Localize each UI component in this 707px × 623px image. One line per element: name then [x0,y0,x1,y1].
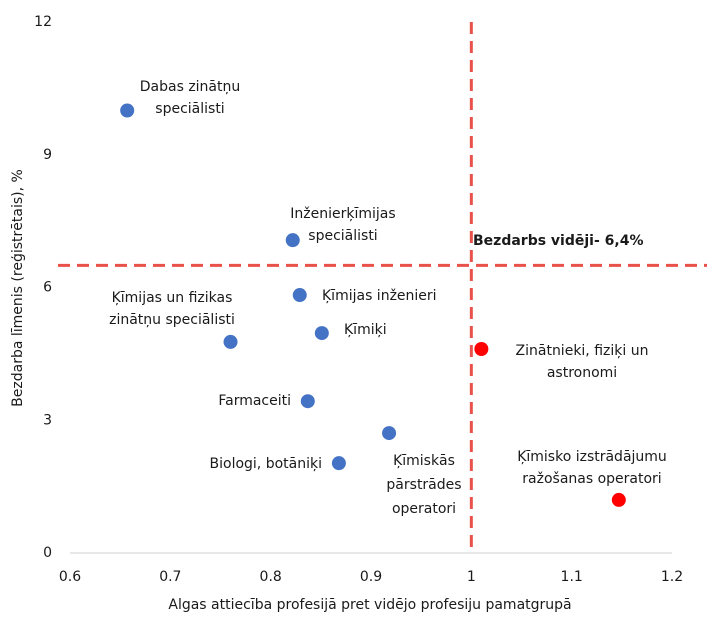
point-label: speciālisti [155,101,224,117]
point-label: Inženierķīmijas [290,206,395,222]
point-label: zinātņu speciālisti [109,312,235,328]
point [300,394,315,409]
y-tick-label: 3 [43,412,52,428]
x-tick-label: 0.7 [159,569,181,585]
x-tick-label: 0.9 [360,569,382,585]
point-label: astronomi [547,365,617,381]
point-label: operatori [392,501,456,517]
point-label: speciālisti [308,228,377,244]
point-label: Ķīmiķi [344,322,387,338]
x-tick-label: 0.6 [59,569,81,585]
x-tick-label: 1 [467,569,476,585]
point [223,334,238,349]
annotation: Bezdarbs vidēji- 6,4% [473,233,643,249]
point-label: Farmaceiti [218,393,291,409]
y-axis-label: Bezdarba līmenis (reģistrētais), % [10,169,26,407]
point [285,233,300,248]
x-tick-label: 1.1 [561,569,583,585]
point [474,342,489,357]
point-label: Ķīmiskās [393,453,455,469]
point [611,492,626,507]
point-label: Ķīmisko izstrādājumu [517,449,667,465]
point [382,426,397,441]
x-axis-label: Algas attiecība profesijā pret vidējo pr… [168,597,571,613]
point [314,326,329,341]
y-tick-label: 12 [34,14,52,30]
x-tick-label: 0.8 [260,569,282,585]
point-label: Dabas zinātņu [140,79,241,95]
point-label: Zinātnieki, fiziķi un [516,343,649,359]
point [120,103,135,118]
x-tick-label: 1.2 [661,569,683,585]
point-label: Biologi, botāniķi [210,456,322,472]
point-label: Ķīmijas un fizikas [112,290,233,306]
y-tick-label: 9 [43,147,52,163]
point-label: ražošanas operatori [522,471,661,487]
y-tick-label: 6 [43,280,52,296]
point-label: pārstrādes [386,477,461,493]
y-tick-label: 0 [43,545,52,561]
point [331,456,346,471]
point-label: Ķīmijas inženieri [322,288,437,304]
point [292,288,307,303]
